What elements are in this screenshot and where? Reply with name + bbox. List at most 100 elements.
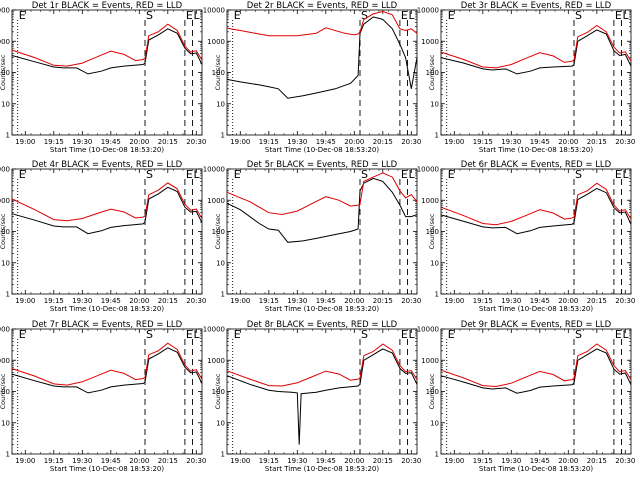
x-tick-label: 20:00 [344,457,364,465]
y-tick-label: 10 [430,100,439,108]
chart-title: Det 8r BLACK = Events, RED = LLD [247,320,398,330]
x-tick-label: 20:15 [587,138,607,146]
x-tick-label: 19:15 [44,297,64,305]
x-tick-label: 19:15 [259,457,279,465]
events-series-line [440,29,632,75]
time-marker-letter: E [615,168,622,181]
events-series-line [11,28,203,75]
x-tick-label: 19:30 [287,457,307,465]
x-tick-label: 19:30 [72,457,92,465]
y-tick-label: 100 [212,228,225,236]
y-axis-label: Counts/sec [0,213,7,249]
x-axis-label: Start Time (10-Dec-08 18:53:20) [50,465,164,473]
y-tick-label: 1 [221,132,225,140]
x-tick-label: 19:00 [15,138,35,146]
y-tick-label: 10000 [417,326,439,334]
events-series-line [440,348,632,394]
x-tick-label: 19:15 [44,457,64,465]
y-tick-label: 1 [6,451,10,459]
x-tick-label: 20:00 [129,138,149,146]
y-tick-label: 1 [435,451,439,459]
x-tick-label: 20:15 [587,457,607,465]
y-tick-label: 10000 [203,166,225,174]
events-series-line [226,16,418,99]
events-series-line [11,186,203,235]
lld-series-line [11,23,203,67]
y-tick-label: 1 [6,132,10,140]
y-tick-label: 1 [221,451,225,459]
chart-panel-5: Det 5r BLACK = Events, RED = LLD 1 10 100 10… [203,160,422,313]
lld-series-line [440,24,632,69]
y-tick-label: 10 [430,419,439,427]
y-axis-label: Counts/sec [0,373,7,409]
x-tick-label: 19:30 [287,297,307,305]
y-tick-label: 10 [430,259,439,267]
time-marker-letter: E [186,168,193,181]
x-tick-label: 19:30 [287,138,307,146]
x-tick-label: 19:00 [15,457,35,465]
x-tick-label: 20:00 [558,457,578,465]
x-tick-label: 20:15 [373,297,393,305]
time-marker-letter: E [234,168,241,181]
x-tick-label: 19:30 [501,297,521,305]
y-tick-label: 10000 [417,7,439,15]
time-marker-letter: E [615,9,622,22]
x-tick-label: 19:00 [444,457,464,465]
time-marker-letter: E [401,9,408,22]
x-tick-label: 20:15 [158,297,178,305]
plot-frame [11,168,203,295]
x-tick-label: 20:15 [373,457,393,465]
x-tick-label: 19:00 [444,138,464,146]
time-marker-letter: E [448,9,455,22]
x-tick-label: 19:15 [473,138,493,146]
y-tick-label: 1 [6,291,10,299]
time-marker-letter: S [146,328,153,341]
x-tick-label: 19:15 [473,457,493,465]
x-tick-label: 20:30 [401,297,421,305]
time-marker-letter: L [194,168,201,181]
chart-panel-4: Det 4r BLACK = Events, RED = LLD 1 10 100 10… [0,160,206,313]
time-marker-letter: L [194,9,201,22]
x-tick-label: 19:45 [101,457,121,465]
time-marker-letter: E [401,168,408,181]
chart-title: Det 7r BLACK = Events, RED = LLD [32,320,183,330]
x-tick-label: 19:45 [530,457,550,465]
chart-panel-6: Det 6r BLACK = Events, RED = LLD 1 10 100 10… [417,160,636,313]
time-marker-letter: E [19,168,26,181]
chart-title: Det 9r BLACK = Events, RED = LLD [461,320,612,330]
x-tick-label: 19:30 [72,297,92,305]
time-marker-letter: L [623,328,630,341]
x-tick-label: 19:00 [444,297,464,305]
time-marker-letter: E [234,9,241,22]
chart-title: Det 2r BLACK = Events, RED = LLD [247,1,398,11]
y-tick-label: 10 [1,100,10,108]
events-series-line [226,177,418,243]
x-tick-label: 20:00 [129,297,149,305]
x-tick-label: 19:15 [259,297,279,305]
x-tick-label: 20:30 [401,138,421,146]
chart-panel-7: Det 7r BLACK = Events, RED = LLD 1 10 100 10… [0,320,206,473]
x-axis-label: Start Time (10-Dec-08 18:53:20) [265,146,379,154]
plot-frame [440,168,632,295]
x-tick-label: 19:00 [230,138,250,146]
chart-panel-9: Det 9r BLACK = Events, RED = LLD 1 10 100 10… [417,320,636,473]
events-series-line [226,348,418,445]
y-axis-label: Counts/sec [428,213,436,249]
y-tick-label: 100 [426,228,439,236]
x-tick-label: 19:15 [44,138,64,146]
x-axis-label: Start Time (10-Dec-08 18:53:20) [265,305,379,313]
x-tick-label: 20:15 [158,138,178,146]
chart-title: Det 5r BLACK = Events, RED = LLD [247,160,398,170]
y-axis-label: Counts/sec [428,54,436,90]
x-tick-label: 20:30 [186,297,206,305]
time-marker-letter: L [194,328,201,341]
time-marker-letter: S [146,9,153,22]
lld-series-line [226,172,418,216]
y-tick-label: 10 [1,419,10,427]
y-tick-label: 100 [0,388,10,396]
y-tick-label: 1000 [207,197,225,205]
y-tick-label: 10000 [0,7,10,15]
chart-title: Det 3r BLACK = Events, RED = LLD [461,1,612,11]
